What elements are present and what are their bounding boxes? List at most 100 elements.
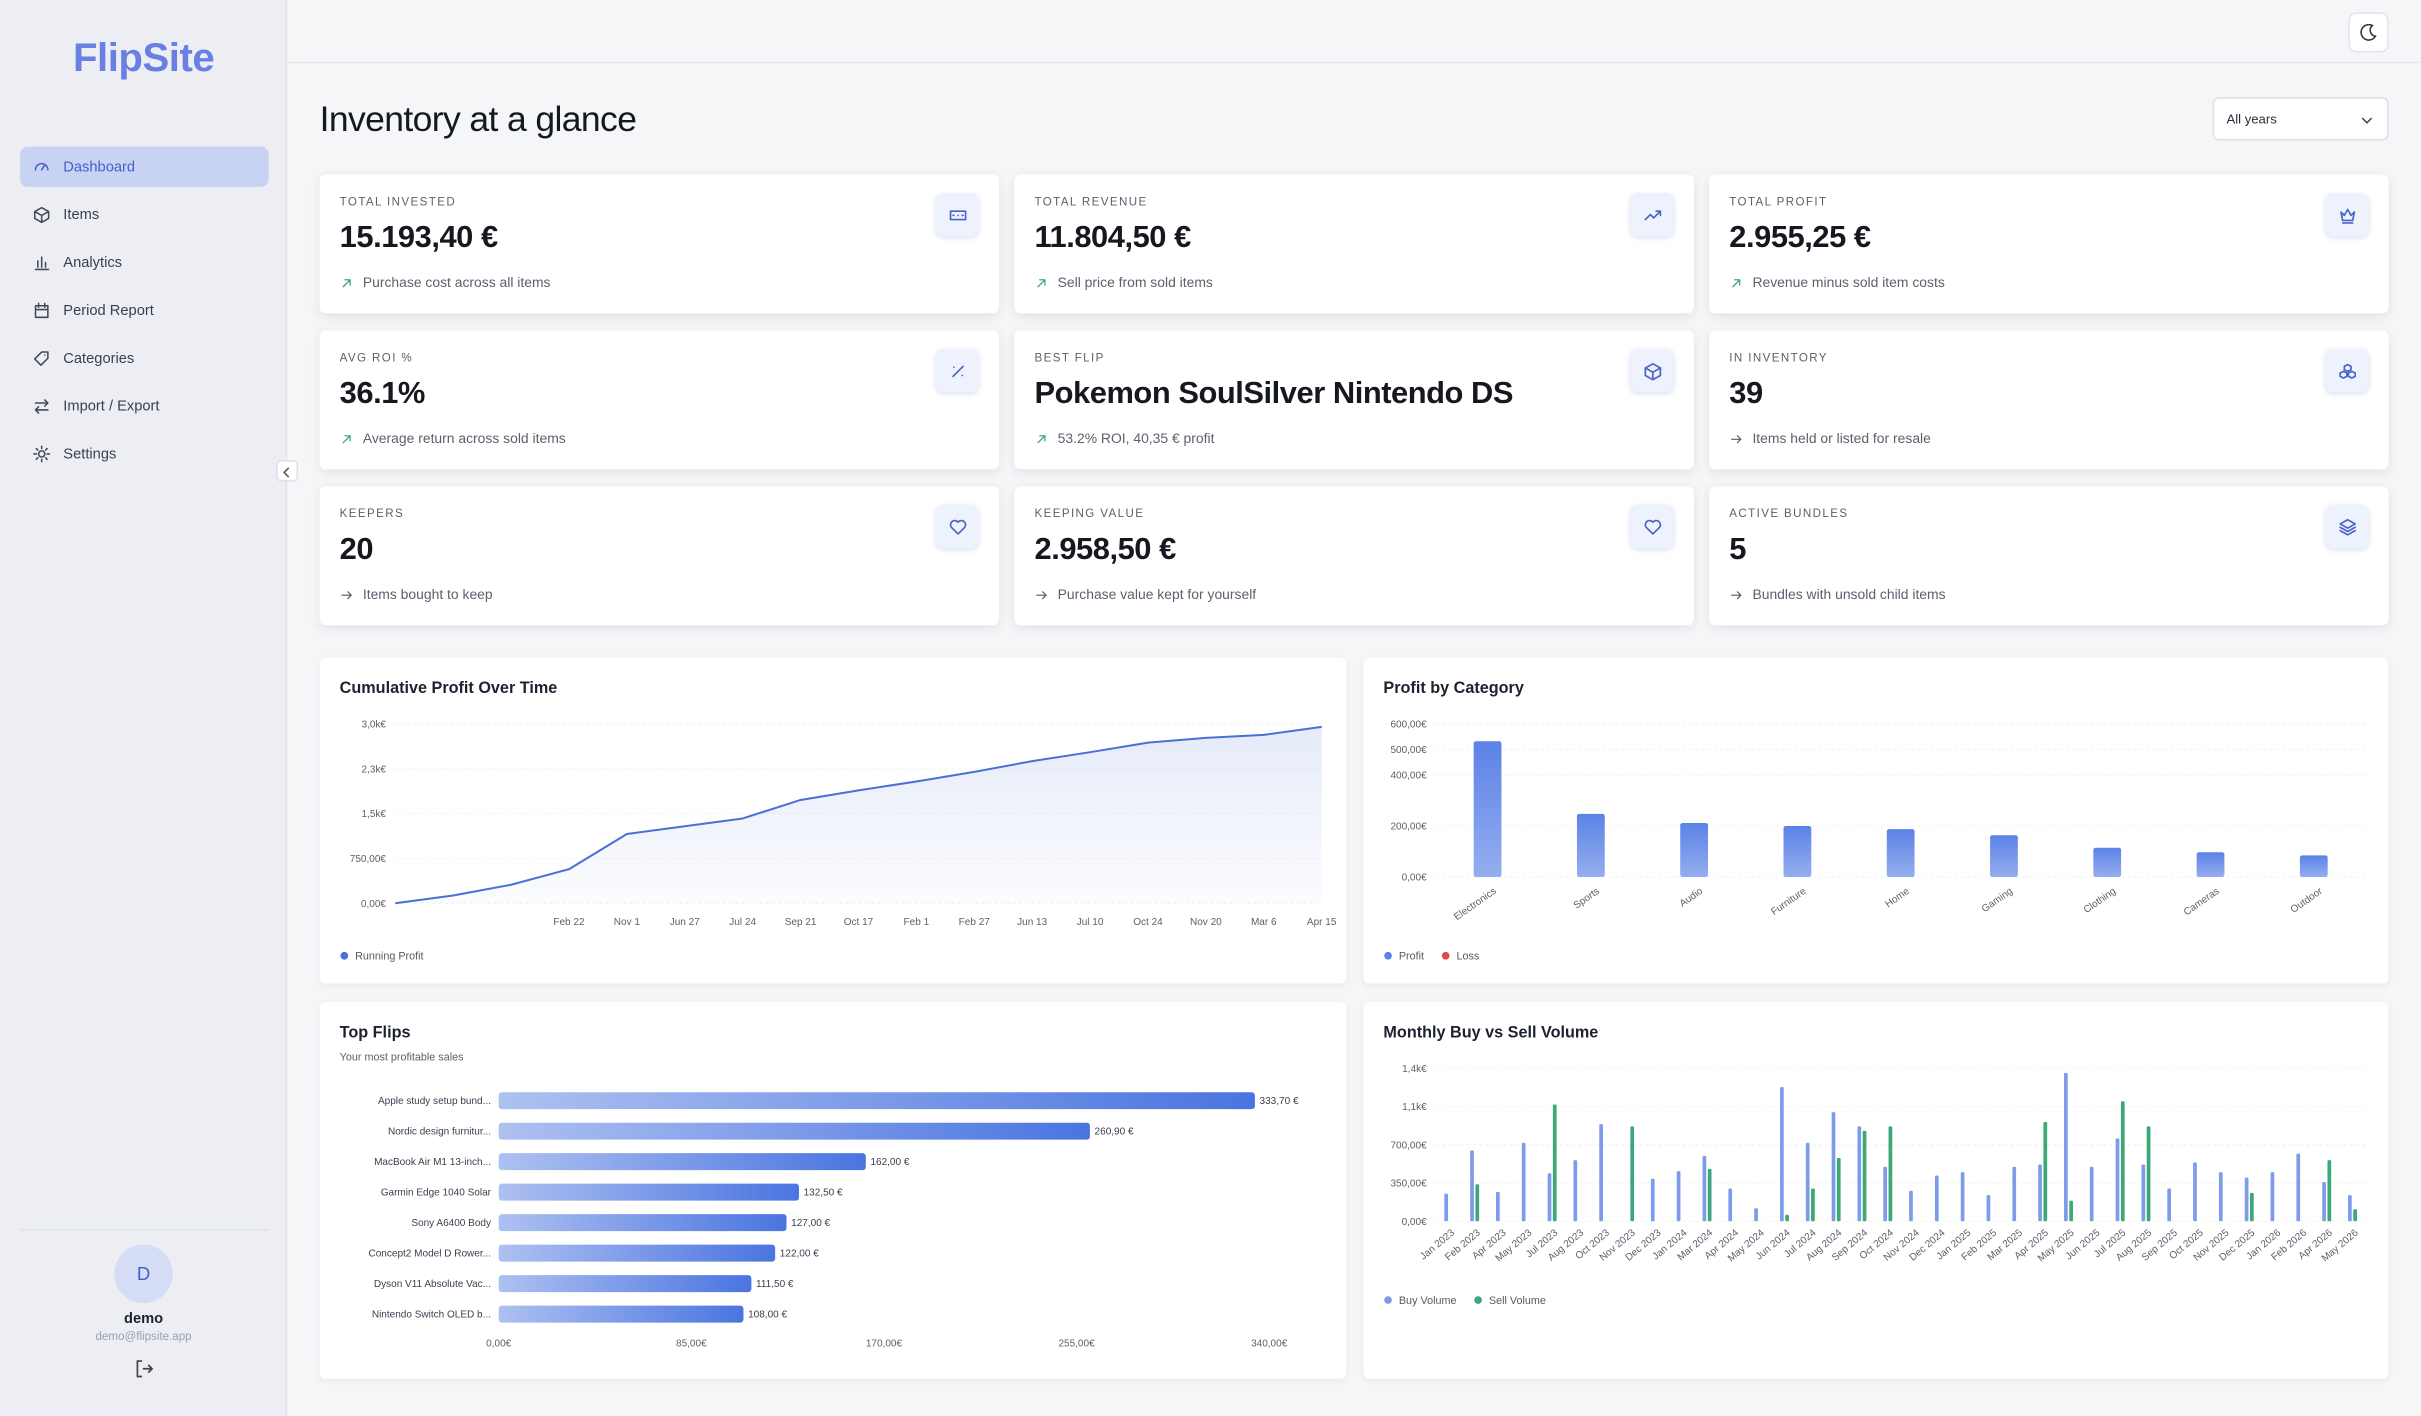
nav-item[interactable]: Period Report	[20, 290, 269, 330]
logout-button[interactable]	[134, 1359, 154, 1379]
bar	[498, 1305, 744, 1323]
y-tick-label: 0,00€	[361, 899, 386, 910]
bar	[1573, 1160, 1578, 1222]
x-tick-label: 0,00€	[486, 1338, 511, 1349]
bar	[1862, 1130, 1867, 1222]
bar	[498, 1275, 752, 1293]
bar	[498, 1122, 1090, 1140]
collapse-button[interactable]	[276, 460, 298, 482]
y-tick-label: MacBook Air M1 13-inch...	[374, 1157, 491, 1168]
bar	[1552, 1104, 1557, 1222]
bar	[1702, 1155, 1707, 1222]
card-icon	[951, 364, 964, 377]
y-tick-label: Garmin Edge 1040 Solar	[381, 1188, 492, 1199]
value-label: 127,00 €	[791, 1218, 830, 1229]
bar	[498, 1244, 776, 1262]
bar	[2327, 1160, 2332, 1222]
y-tick-label: 350,00€	[1390, 1179, 1427, 1190]
y-tick-label: 200,00€	[1390, 822, 1427, 833]
card-icon-box	[935, 504, 979, 549]
x-tick-label: Apr 15	[1307, 917, 1337, 928]
avatar[interactable]: D	[114, 1244, 173, 1304]
legend-label: Loss	[1457, 951, 1480, 963]
nav-item[interactable]: Analytics	[20, 242, 269, 282]
moon-icon	[2360, 23, 2377, 41]
card-label: AVG ROI %	[339, 350, 414, 365]
arrow-icon-shape	[1036, 590, 1047, 599]
stat-card: TOTAL INVESTED 15.193,40 € Purchase cost a…	[319, 174, 999, 314]
nav-item[interactable]: Dashboard	[20, 146, 269, 187]
chart: Profit by Category 0,00€ 200,00€ 400,00€ 500…	[1383, 679, 2366, 963]
legend-dot	[1384, 1296, 1392, 1304]
y-tick-label: Concept2 Model D Rower...	[369, 1249, 491, 1260]
bar	[1576, 813, 1605, 877]
legend-label: Sell Volume	[1489, 1295, 1546, 1307]
card-icon-box	[1630, 193, 1674, 237]
bar	[1599, 1124, 1603, 1222]
nav-item[interactable]: Items	[20, 195, 269, 235]
brand[interactable]: FlipSite	[72, 33, 215, 81]
stat-card: BEST FLIP Pokemon SoulSilver Nintendo DS 5…	[1014, 330, 1694, 470]
card-icon	[2339, 207, 2355, 223]
legend-dot	[340, 951, 349, 960]
arrow-icon	[1731, 590, 1742, 599]
value-label: 122,00 €	[780, 1249, 819, 1260]
card-label: KEEPING VALUE	[1034, 506, 1145, 521]
bar	[1521, 1142, 1526, 1222]
nav-label: Period Report	[63, 301, 154, 319]
y-tick-label: 1,4k€	[1402, 1064, 1427, 1075]
value-label: 333,70 €	[1260, 1096, 1299, 1107]
card-label: ACTIVE BUNDLES	[1729, 506, 1849, 521]
nav-label: Settings	[63, 445, 117, 463]
year-select-text: All years	[2226, 111, 2277, 127]
card-icon-box	[935, 348, 979, 393]
card-description-text: Purchase cost across all items	[362, 274, 551, 291]
bar	[2146, 1126, 2151, 1222]
nav-item[interactable]: Import / Export	[20, 386, 269, 426]
card-value: 39	[1729, 376, 1763, 411]
stat-cards: TOTAL INVESTED 15.193,40 € Purchase cost a…	[319, 174, 2389, 626]
bar	[1986, 1195, 1991, 1222]
card-value: 20	[339, 532, 374, 567]
year-select[interactable]: All years	[2212, 97, 2389, 141]
bar	[1650, 1178, 1655, 1222]
card-icon	[948, 519, 966, 535]
chart: Top Flips Your most profitable sales 0,00€…	[340, 1024, 1299, 1350]
nav-icon	[34, 256, 50, 271]
nav-icon	[33, 206, 50, 224]
card-icon-shape	[948, 519, 966, 535]
chart-title: Profit by Category	[1383, 679, 1523, 697]
nav-item[interactable]: Categories	[20, 338, 269, 378]
bar	[2299, 855, 2328, 877]
arrow-icon-shape	[342, 278, 351, 287]
chart: Monthly Buy vs Sell Volume 0,00€ 350,00€ 70…	[1383, 1024, 2366, 1307]
bar	[2141, 1164, 2146, 1222]
bar	[2089, 1166, 2094, 1222]
user-name: demo	[124, 1310, 164, 1328]
bar	[2012, 1166, 2017, 1222]
y-tick-label: Nintendo Switch OLED b...	[372, 1310, 491, 1321]
x-tick-label: 340,00€	[1251, 1338, 1288, 1349]
card-icon-shape	[1643, 519, 1661, 535]
bar	[2353, 1209, 2357, 1222]
bar	[1630, 1126, 1635, 1222]
bar	[2244, 1177, 2249, 1222]
x-tick-label: Sports	[1572, 886, 1602, 912]
bar	[1811, 1188, 1815, 1222]
sidebar: FlipSite Dashboard Items Analytics Period R…	[0, 0, 298, 1416]
card-description-text: Average return across sold items	[362, 430, 566, 447]
card-value: 5	[1729, 532, 1747, 567]
bar	[2218, 1172, 2223, 1222]
nav-item[interactable]: Settings	[20, 434, 269, 474]
bar	[2038, 1164, 2042, 1222]
card-icon	[948, 209, 966, 220]
x-tick-label: 255,00€	[1058, 1338, 1095, 1349]
card-icon-box	[2325, 193, 2369, 237]
value-label: 260,90 €	[1095, 1127, 1134, 1138]
y-tick-label: 500,00€	[1390, 745, 1427, 756]
arrow-icon	[1731, 434, 1742, 443]
bar	[1728, 1188, 1733, 1222]
user-email: demo@flipsite.app	[95, 1329, 192, 1344]
theme-toggle[interactable]	[2348, 12, 2389, 53]
